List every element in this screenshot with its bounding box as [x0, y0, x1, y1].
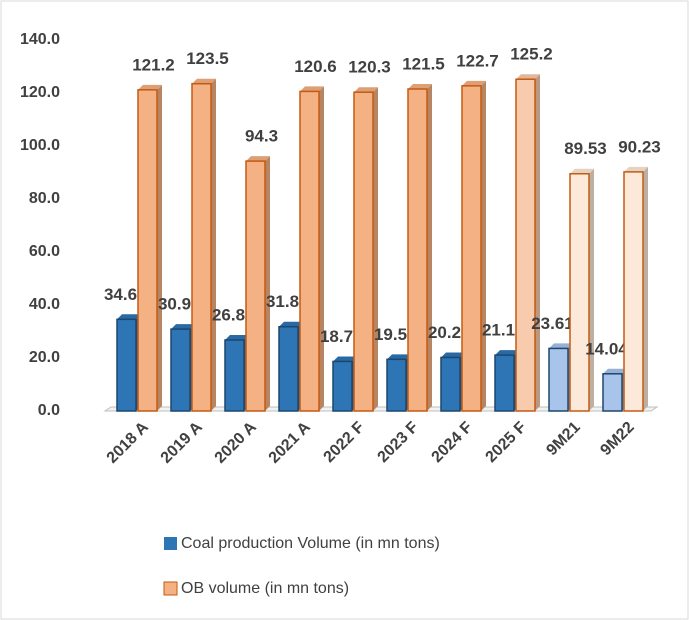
bar-top [387, 354, 411, 360]
y-tick-label: 40.0 [29, 296, 60, 313]
bar [278, 325, 299, 412]
bar [461, 85, 482, 412]
y-tick-label: 100.0 [20, 137, 60, 154]
bar-side [589, 168, 594, 411]
bar-side [481, 80, 486, 411]
bar [407, 88, 428, 412]
data-label: 23.61 [531, 314, 574, 333]
bar-top [354, 87, 378, 93]
bar [569, 172, 590, 412]
data-label: 34.6 [104, 285, 137, 304]
data-label: 122.7 [456, 51, 499, 70]
bar-top [603, 368, 627, 374]
bar-top [570, 168, 594, 174]
data-label: 89.53 [564, 139, 607, 158]
bar [440, 356, 461, 412]
data-label: 21.1 [482, 321, 515, 340]
data-label: 26.8 [212, 305, 245, 324]
bar-top [117, 314, 141, 320]
bar [515, 78, 536, 412]
bar [494, 354, 515, 412]
data-label: 90.23 [618, 137, 661, 156]
y-tick-label: 140.0 [20, 31, 60, 48]
bar [623, 171, 644, 412]
bar-side [373, 87, 378, 411]
y-tick-label: 0.0 [38, 402, 60, 419]
bar-side [427, 84, 432, 412]
bar [137, 89, 158, 412]
y-tick-label: 80.0 [29, 190, 60, 207]
data-label: 19.5 [374, 325, 407, 344]
bar-top [462, 80, 486, 86]
data-label: 123.5 [186, 49, 229, 68]
bar-top [441, 352, 465, 358]
bar [602, 373, 623, 412]
bar [245, 160, 266, 412]
bar-side [157, 84, 162, 411]
data-label: 121.5 [402, 55, 445, 74]
data-label: 20.2 [428, 323, 461, 342]
bar-top [225, 334, 249, 340]
bar [299, 90, 320, 412]
bar-top [300, 86, 324, 92]
data-label: 14.04 [585, 339, 628, 358]
bar-top [495, 350, 519, 356]
data-label: 31.8 [266, 292, 299, 311]
bar-side [643, 166, 648, 411]
bar [116, 318, 137, 412]
legend-label: OB volume (in mn tons) [181, 580, 349, 597]
bar [353, 91, 374, 412]
bar-top [138, 84, 162, 90]
bar-top [333, 356, 357, 362]
bar [548, 347, 569, 412]
legend-label: Coal production Volume (in mn tons) [181, 535, 440, 552]
bar-top [171, 324, 195, 330]
bar-side [211, 78, 216, 411]
bar-top [624, 166, 648, 172]
bar-top [192, 78, 216, 84]
bar-top [246, 156, 270, 162]
bar-top [408, 84, 432, 90]
bar-top [279, 321, 303, 327]
data-label: 94.3 [245, 127, 278, 146]
y-tick-label: 120.0 [20, 84, 60, 101]
data-label: 30.9 [158, 295, 191, 314]
bar-side [319, 86, 324, 411]
legend-swatch [164, 537, 177, 550]
bar-top [516, 74, 540, 80]
data-label: 121.2 [132, 55, 175, 74]
data-label: 125.2 [510, 45, 553, 64]
bar [224, 339, 245, 412]
legend-swatch [163, 581, 178, 596]
bar [191, 82, 212, 412]
data-label: 18.7 [320, 327, 353, 346]
bar [170, 328, 191, 412]
data-label: 120.3 [348, 58, 391, 77]
bar [386, 358, 407, 412]
bar-side [535, 74, 540, 411]
bar-top [549, 343, 573, 349]
y-tick-label: 60.0 [29, 243, 60, 260]
bar-side [265, 156, 270, 411]
bar [332, 360, 353, 412]
y-tick-label: 20.0 [29, 349, 60, 366]
data-label: 120.6 [294, 57, 337, 76]
